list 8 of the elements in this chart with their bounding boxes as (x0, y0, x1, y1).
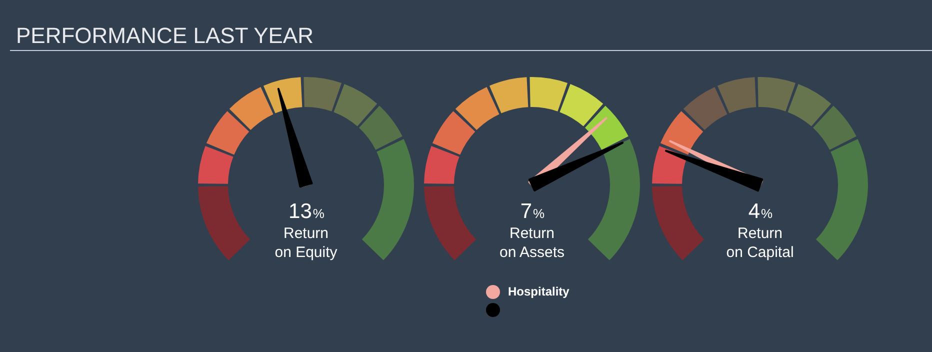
text: PERFORMANCE LAST YEAR (16, 23, 314, 48)
category-label: Return on Assets (499, 225, 565, 261)
data-label: 7% (520, 200, 546, 223)
data-label: 13% (288, 200, 325, 223)
category-label: Return on Capital (726, 225, 794, 261)
category-label: Return on Equity (274, 225, 338, 261)
legend-label: Hospitality (508, 284, 570, 298)
data-label: 4% (748, 200, 774, 223)
